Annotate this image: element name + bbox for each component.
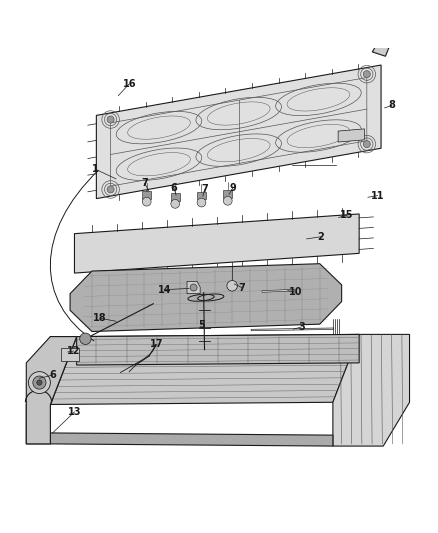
Text: 10: 10 [289, 287, 302, 297]
Polygon shape [50, 433, 333, 446]
Text: 13: 13 [68, 407, 81, 417]
Circle shape [171, 199, 180, 208]
Polygon shape [338, 129, 364, 142]
Circle shape [190, 284, 197, 291]
Polygon shape [223, 190, 232, 198]
Text: 1: 1 [92, 164, 99, 174]
Polygon shape [171, 193, 180, 201]
Text: 7: 7 [238, 282, 245, 293]
Text: 8: 8 [389, 100, 396, 110]
Text: 6: 6 [170, 183, 177, 192]
Polygon shape [197, 192, 206, 199]
Text: 2: 2 [318, 232, 325, 242]
Text: 11: 11 [371, 190, 384, 200]
Polygon shape [96, 65, 381, 199]
Polygon shape [70, 264, 342, 332]
Text: 18: 18 [93, 313, 107, 323]
Text: 5: 5 [198, 320, 205, 330]
Polygon shape [142, 191, 151, 199]
Text: 7: 7 [201, 184, 208, 195]
Circle shape [107, 116, 114, 123]
Polygon shape [372, 30, 394, 56]
Circle shape [107, 186, 114, 193]
Polygon shape [61, 348, 79, 361]
Text: 12: 12 [67, 346, 80, 356]
Circle shape [363, 141, 370, 148]
Circle shape [223, 197, 232, 205]
Text: 3: 3 [298, 322, 305, 332]
Text: 6: 6 [49, 370, 56, 380]
Text: 17: 17 [150, 340, 163, 350]
Circle shape [28, 372, 50, 393]
Text: 14: 14 [158, 285, 171, 295]
Circle shape [80, 333, 91, 344]
Polygon shape [187, 281, 200, 294]
Text: 16: 16 [123, 79, 136, 89]
Polygon shape [74, 214, 359, 273]
Polygon shape [26, 336, 77, 444]
Text: 7: 7 [141, 178, 148, 188]
Circle shape [227, 280, 237, 291]
Circle shape [33, 376, 46, 389]
Polygon shape [26, 336, 77, 444]
Circle shape [363, 71, 370, 78]
Polygon shape [77, 334, 359, 365]
Text: 15: 15 [340, 210, 353, 220]
Text: 9: 9 [230, 183, 237, 192]
Polygon shape [333, 334, 410, 446]
Polygon shape [50, 334, 359, 405]
Circle shape [197, 198, 206, 207]
Circle shape [37, 380, 42, 385]
Circle shape [142, 197, 151, 206]
